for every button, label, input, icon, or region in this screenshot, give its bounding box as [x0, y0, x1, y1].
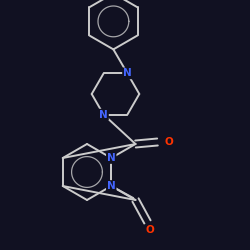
Text: O: O: [164, 137, 173, 147]
Text: N: N: [123, 68, 132, 78]
Text: N: N: [107, 153, 116, 163]
Text: N: N: [107, 181, 116, 191]
Text: N: N: [99, 110, 108, 120]
Text: O: O: [145, 225, 154, 235]
